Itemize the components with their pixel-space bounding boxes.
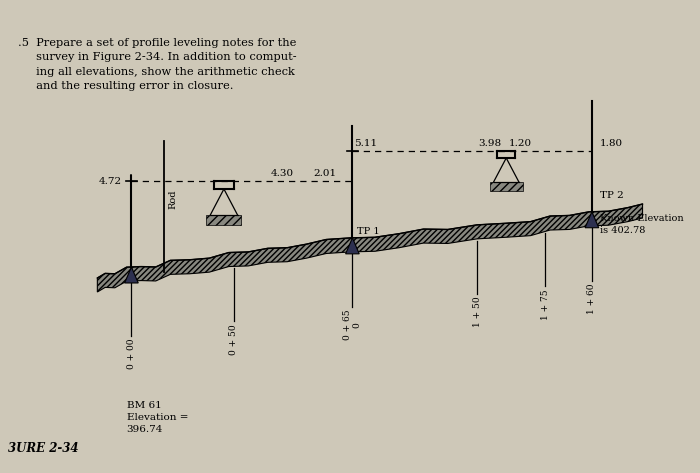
Text: TP 2: TP 2 <box>600 191 624 200</box>
Text: 1 + 60: 1 + 60 <box>587 284 596 314</box>
Polygon shape <box>97 204 643 292</box>
Text: 5.11: 5.11 <box>354 139 377 148</box>
Text: 1 + 75: 1 + 75 <box>540 289 550 320</box>
Text: 3.98: 3.98 <box>478 139 501 148</box>
Text: TP 1: TP 1 <box>357 227 380 236</box>
Text: 1 + 50: 1 + 50 <box>473 297 482 327</box>
Text: 4.72: 4.72 <box>99 176 122 185</box>
Text: Known Elevation
is 402.78: Known Elevation is 402.78 <box>600 214 683 235</box>
Text: 4.30: 4.30 <box>271 169 294 178</box>
Text: 0 + 00: 0 + 00 <box>127 339 136 369</box>
Polygon shape <box>206 215 242 225</box>
Polygon shape <box>125 267 138 283</box>
Text: 3URE 2-34: 3URE 2-34 <box>8 442 78 455</box>
Text: 1.20: 1.20 <box>509 139 532 148</box>
Text: .5  Prepare a set of profile leveling notes for the
     survey in Figure 2-34. : .5 Prepare a set of profile leveling not… <box>18 38 296 91</box>
Polygon shape <box>585 212 598 228</box>
Polygon shape <box>490 182 523 191</box>
Text: Rod: Rod <box>169 189 177 209</box>
Text: 1.80: 1.80 <box>600 139 623 148</box>
Text: BM 61
Elevation =
396.74: BM 61 Elevation = 396.74 <box>127 401 188 434</box>
Text: 2.01: 2.01 <box>314 169 337 178</box>
Text: 0 + 50: 0 + 50 <box>229 324 238 355</box>
Polygon shape <box>346 238 359 254</box>
Text: 0 + 65
0: 0 + 65 0 <box>343 310 362 341</box>
